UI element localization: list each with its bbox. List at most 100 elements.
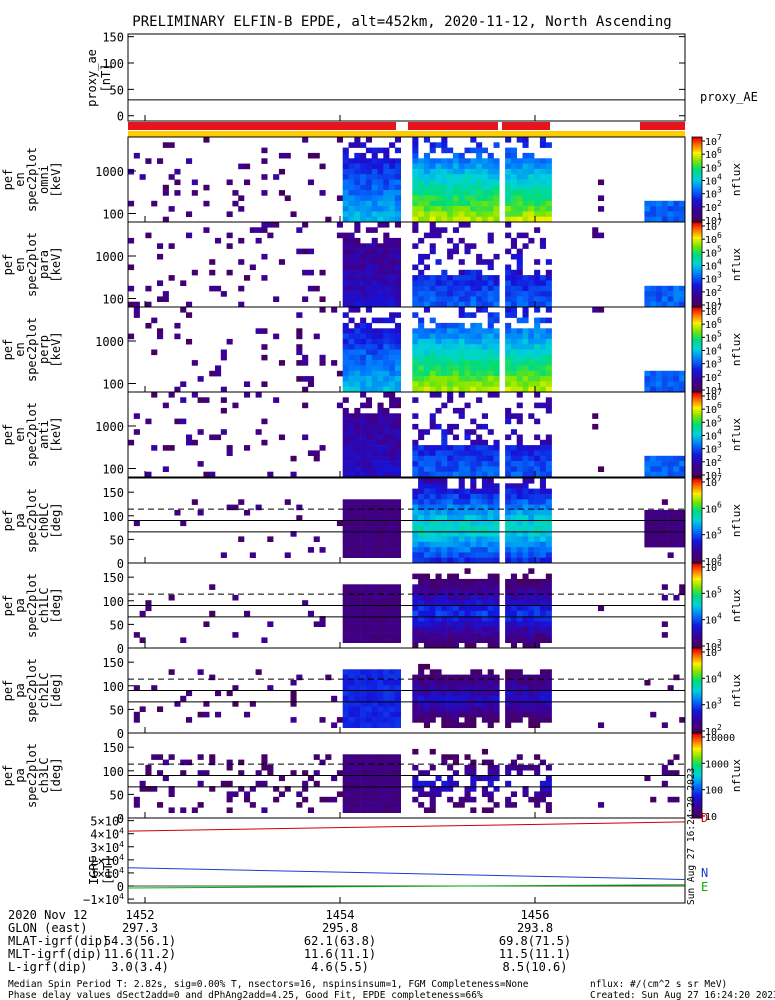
heat-cell — [423, 483, 430, 489]
heat-cell — [476, 206, 483, 212]
heat-cell — [377, 216, 384, 223]
heat-cell — [342, 525, 349, 532]
heat-cell — [383, 243, 390, 249]
heat-cell — [215, 237, 222, 244]
colorbar-frame — [691, 732, 703, 819]
heat-cell — [423, 232, 430, 239]
heat-cell — [458, 520, 465, 527]
colorbar-segment — [692, 423, 702, 427]
heat-cell — [342, 520, 349, 527]
heat-cell — [307, 269, 314, 276]
heat-cell — [534, 301, 541, 308]
heat-cell — [377, 291, 384, 297]
heat-cell — [342, 184, 349, 191]
heat-cell — [145, 786, 152, 792]
heat-cell — [244, 509, 251, 516]
heat-cell — [435, 461, 442, 467]
heat-cell — [464, 370, 471, 377]
heat-cell — [516, 552, 523, 558]
heat-cell — [342, 206, 349, 212]
heat-cell — [493, 706, 500, 712]
heat-cell — [505, 557, 512, 564]
heat-cell — [522, 333, 529, 340]
heat-cell — [145, 764, 152, 771]
heat-cell — [348, 605, 355, 612]
heat-cell — [394, 626, 401, 633]
heat-cell — [365, 775, 372, 782]
heat-cell — [423, 216, 430, 223]
heat-cell — [389, 365, 396, 371]
heat-cell — [423, 637, 430, 643]
heat-cell — [441, 291, 448, 297]
heat-cell — [464, 158, 471, 164]
heat-cell — [458, 381, 465, 387]
heat-cell — [679, 216, 686, 223]
heat-cell — [342, 253, 349, 260]
heat-cell — [487, 525, 494, 532]
heat-cell — [394, 605, 401, 612]
heat-cell — [418, 690, 425, 697]
heat-cell — [447, 674, 454, 681]
heat-cell — [394, 365, 401, 371]
heat-cell — [545, 174, 552, 180]
heat-cell — [487, 717, 494, 723]
heat-cell — [371, 264, 378, 271]
heat-cell — [383, 722, 390, 728]
heat-cell — [377, 637, 384, 643]
spectrogram-panel: 1000100elbpefenspec2plotpara[keV]1071061… — [0, 218, 743, 312]
heat-cell — [458, 589, 465, 596]
heat-cell — [423, 610, 430, 617]
heat-cell — [429, 184, 436, 191]
colorbar-segment — [692, 406, 702, 410]
heat-cell — [528, 354, 535, 361]
heat-cell — [534, 163, 541, 170]
heat-cell — [354, 307, 361, 313]
heat-cell — [377, 536, 384, 542]
colorbar-segment — [692, 775, 702, 779]
heat-cell — [354, 685, 361, 691]
heat-cell — [394, 637, 401, 643]
heat-cell — [458, 158, 465, 164]
heat-cell — [493, 695, 500, 702]
heat-cell — [371, 211, 378, 217]
heat-cell — [679, 589, 686, 596]
heat-cell — [673, 200, 680, 207]
heat-cell — [545, 211, 552, 217]
heat-cell — [505, 275, 512, 281]
heat-cell — [458, 190, 465, 196]
heat-cell — [371, 770, 378, 776]
colorbar-segment — [692, 563, 702, 566]
coverage-background — [128, 131, 685, 137]
heat-cell — [545, 360, 552, 366]
heat-cell — [470, 642, 477, 649]
heat-cell — [464, 547, 471, 553]
heat-cell — [354, 301, 361, 308]
heat-cell — [539, 402, 546, 409]
colorbar-segment — [692, 488, 702, 492]
heat-cell — [371, 333, 378, 340]
heat-cell — [348, 717, 355, 723]
heat-cell — [487, 547, 494, 553]
heat-cell — [452, 674, 459, 681]
heat-cell — [389, 179, 396, 186]
heat-cell — [441, 685, 448, 691]
heat-cell — [342, 376, 349, 382]
heat-cell — [661, 531, 668, 537]
heat-cell — [365, 370, 372, 377]
heat-cell — [209, 786, 216, 792]
heat-cell — [470, 158, 477, 164]
heat-cell — [441, 296, 448, 302]
heat-cell — [133, 312, 140, 318]
heat-cell — [412, 291, 419, 297]
heat-cell — [679, 455, 686, 462]
heat-cell — [342, 674, 349, 681]
colorbar-tick-label: 106 — [705, 316, 722, 331]
heat-cell — [644, 515, 651, 521]
heat-cell — [656, 515, 663, 521]
heat-cell — [174, 333, 181, 340]
heat-cell — [464, 200, 471, 207]
heat-cell — [447, 509, 454, 516]
heat-cell — [394, 349, 401, 356]
heat-cell — [377, 515, 384, 521]
heat-cell — [377, 402, 384, 409]
